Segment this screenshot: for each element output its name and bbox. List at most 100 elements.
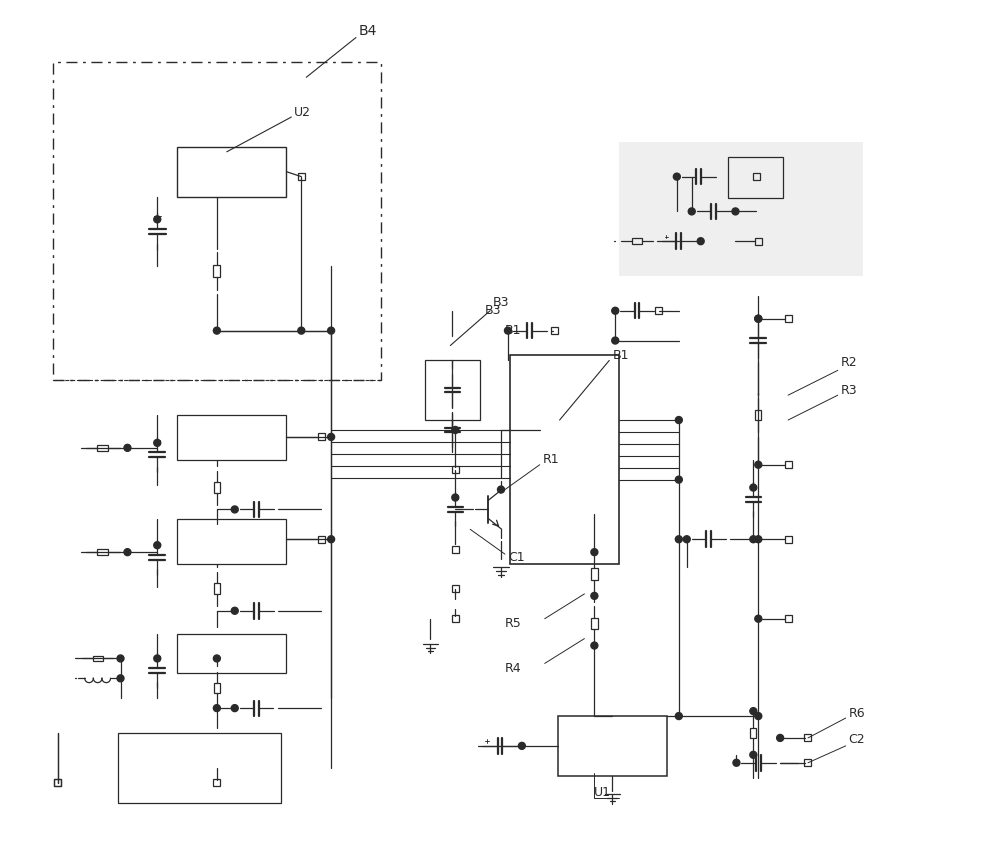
Circle shape [591, 549, 598, 555]
Bar [213, 779, 220, 786]
Bar [97, 549, 108, 555]
Circle shape [498, 486, 504, 493]
Circle shape [213, 705, 220, 711]
Circle shape [328, 327, 335, 334]
Text: R1: R1 [543, 454, 559, 466]
Bar [750, 728, 756, 739]
Circle shape [154, 655, 161, 662]
Text: R5: R5 [505, 617, 522, 630]
Circle shape [777, 734, 784, 741]
Bar [177, 633, 286, 673]
Text: C1: C1 [508, 550, 525, 564]
Bar [655, 307, 662, 315]
Circle shape [231, 607, 238, 614]
Bar [214, 583, 220, 594]
Bar [97, 444, 108, 451]
Bar [213, 265, 220, 277]
Circle shape [755, 315, 762, 322]
Bar [93, 656, 103, 661]
Circle shape [328, 536, 335, 543]
Text: R3: R3 [841, 384, 857, 397]
Circle shape [732, 208, 739, 215]
Circle shape [697, 237, 704, 245]
Bar [452, 466, 459, 473]
Bar [318, 433, 325, 440]
Text: U2: U2 [294, 105, 311, 119]
Circle shape [755, 616, 762, 622]
Circle shape [755, 536, 762, 543]
Bar [785, 536, 792, 543]
Bar [177, 415, 286, 460]
Bar [510, 355, 619, 564]
Circle shape [688, 208, 695, 215]
Circle shape [755, 461, 762, 468]
Text: B1: B1 [612, 349, 629, 362]
Bar [804, 759, 811, 767]
Bar [755, 410, 761, 421]
Bar [728, 157, 783, 198]
Circle shape [675, 536, 682, 543]
Text: U1: U1 [594, 786, 611, 799]
Bar [452, 585, 459, 593]
Circle shape [117, 675, 124, 682]
Bar [619, 142, 863, 276]
Bar [214, 483, 220, 493]
Text: C2: C2 [849, 734, 865, 746]
Text: R6: R6 [849, 706, 865, 720]
Circle shape [124, 549, 131, 555]
Bar [785, 315, 792, 322]
Circle shape [298, 327, 305, 334]
Circle shape [733, 759, 740, 767]
Bar [298, 173, 305, 180]
Bar [425, 360, 480, 420]
Circle shape [755, 315, 762, 322]
Bar [558, 716, 667, 776]
Bar [177, 519, 286, 564]
Bar [591, 618, 598, 629]
Circle shape [154, 439, 161, 446]
Text: R2: R2 [841, 356, 857, 369]
Text: B4: B4 [359, 24, 377, 37]
Bar [214, 683, 220, 694]
Bar [118, 733, 281, 802]
Bar [452, 546, 459, 553]
Bar [177, 147, 286, 197]
Circle shape [452, 494, 459, 501]
Circle shape [213, 327, 220, 334]
Bar [753, 173, 760, 180]
Circle shape [154, 216, 161, 223]
Circle shape [750, 751, 757, 758]
Circle shape [328, 433, 335, 440]
Bar [318, 536, 325, 543]
Circle shape [518, 742, 525, 750]
Bar [632, 238, 642, 244]
Text: B1: B1 [505, 324, 521, 338]
Circle shape [675, 712, 682, 720]
Circle shape [231, 705, 238, 711]
Circle shape [591, 593, 598, 600]
Bar [755, 237, 762, 245]
Circle shape [504, 327, 511, 334]
Circle shape [213, 655, 220, 662]
Circle shape [612, 337, 619, 344]
Bar [785, 616, 792, 622]
Text: B3: B3 [493, 296, 510, 310]
Circle shape [612, 307, 619, 315]
Bar [785, 461, 792, 468]
Circle shape [675, 416, 682, 423]
Bar [551, 327, 558, 334]
Circle shape [154, 542, 161, 549]
Circle shape [683, 536, 690, 543]
Circle shape [117, 655, 124, 662]
Circle shape [750, 484, 757, 491]
Bar [54, 779, 61, 786]
Bar [591, 568, 598, 580]
Circle shape [673, 173, 680, 180]
Bar [54, 779, 61, 786]
Circle shape [750, 536, 757, 543]
Circle shape [675, 477, 682, 483]
Circle shape [452, 427, 459, 433]
Circle shape [124, 444, 131, 451]
Bar [452, 616, 459, 622]
Bar [804, 734, 811, 741]
